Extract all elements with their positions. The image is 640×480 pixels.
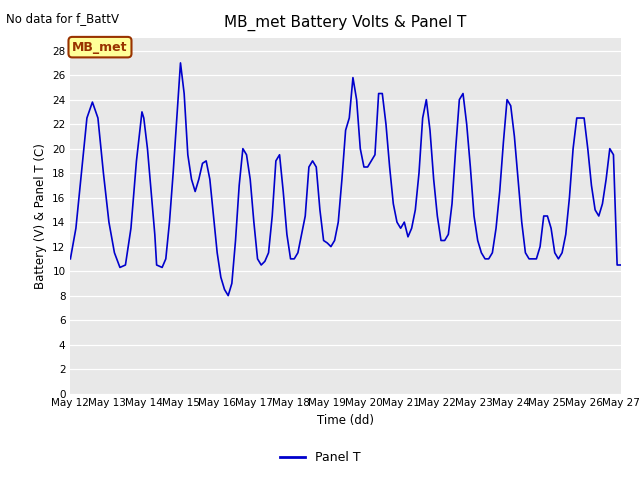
Title: MB_met Battery Volts & Panel T: MB_met Battery Volts & Panel T [225, 15, 467, 32]
X-axis label: Time (dd): Time (dd) [317, 414, 374, 427]
Y-axis label: Battery (V) & Panel T (C): Battery (V) & Panel T (C) [34, 143, 47, 289]
Text: MB_met: MB_met [72, 41, 128, 54]
Text: No data for f_BattV: No data for f_BattV [6, 12, 120, 25]
Legend: Panel T: Panel T [275, 446, 365, 469]
